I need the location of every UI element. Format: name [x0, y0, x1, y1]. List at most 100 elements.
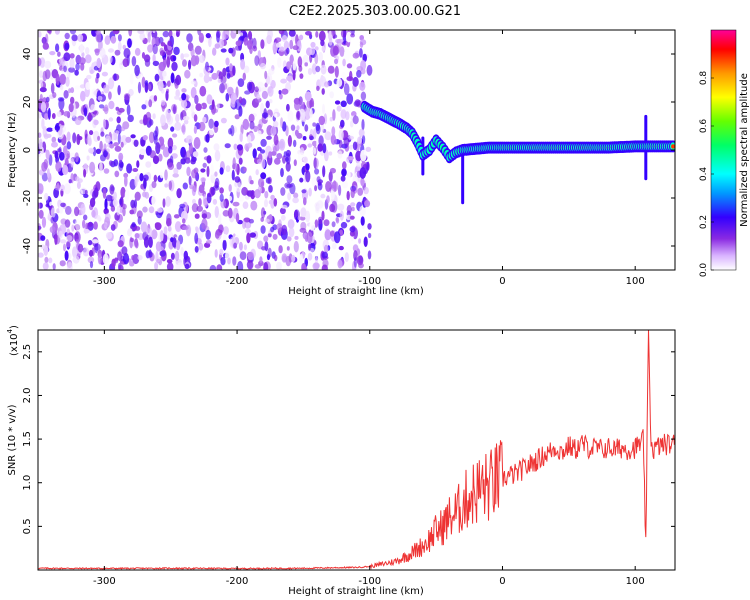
noise-blob	[243, 37, 249, 46]
noise-blob	[218, 224, 224, 233]
noise-blob	[234, 176, 241, 183]
noise-blob	[212, 185, 220, 191]
noise-blob	[77, 243, 84, 253]
noise-blob	[165, 196, 171, 207]
noise-blob	[110, 205, 116, 212]
noise-blob	[120, 141, 124, 148]
noise-blob	[69, 53, 75, 59]
noise-blob	[196, 205, 203, 212]
noise-blob	[193, 137, 201, 149]
noise-blob	[176, 188, 182, 199]
noise-blob	[324, 229, 332, 241]
noise-blob	[82, 219, 86, 229]
noise-blob	[349, 144, 353, 150]
noise-blob	[294, 129, 299, 137]
noise-blob	[282, 121, 287, 132]
noise-blob	[83, 193, 89, 198]
noise-blob	[198, 121, 206, 132]
noise-blob	[46, 127, 53, 132]
noise-blob	[222, 233, 227, 241]
noise-blob	[167, 162, 175, 170]
noise-blob	[254, 97, 262, 103]
noise-blob	[313, 147, 317, 155]
noise-blob	[139, 148, 146, 156]
noise-blob	[152, 60, 160, 67]
noise-blob	[314, 53, 319, 65]
heatmap-y-tick-label: -40	[22, 238, 33, 254]
noise-blob	[222, 210, 230, 217]
snr-multiplier-exponent: 4	[6, 328, 14, 333]
noise-blob	[358, 255, 364, 264]
noise-blob	[228, 47, 234, 54]
noise-blob	[309, 47, 316, 56]
noise-blob	[40, 235, 46, 241]
noise-blob	[342, 161, 347, 170]
noise-blob	[312, 140, 318, 147]
noise-blob	[44, 60, 52, 69]
noise-blob	[278, 90, 282, 95]
noise-blob	[230, 124, 235, 137]
noise-blob	[59, 260, 66, 267]
noise-blob	[180, 53, 184, 61]
noise-blob	[132, 168, 139, 172]
noise-blob	[307, 143, 313, 148]
noise-blob	[360, 149, 367, 162]
noise-blob	[51, 176, 56, 186]
noise-blob	[279, 207, 286, 215]
noise-blob	[114, 145, 122, 152]
noise-blob	[309, 221, 316, 231]
noise-blob	[260, 207, 266, 219]
noise-blob	[40, 101, 47, 113]
noise-blob	[333, 231, 341, 244]
noise-blob	[342, 58, 346, 67]
noise-blob	[49, 201, 53, 207]
noise-blob	[296, 111, 301, 119]
noise-blob	[182, 225, 189, 231]
noise-blob	[293, 159, 297, 167]
noise-blob	[277, 57, 282, 68]
noise-blob	[279, 46, 285, 52]
noise-blob	[172, 144, 177, 151]
noise-blob	[349, 215, 355, 220]
noise-blob	[38, 202, 41, 209]
noise-blob	[219, 248, 224, 256]
noise-blob	[171, 61, 178, 72]
noise-blob	[51, 113, 56, 119]
noise-blob	[163, 44, 168, 52]
noise-blob	[264, 191, 269, 199]
noise-blob	[236, 144, 243, 151]
noise-blob	[341, 72, 347, 80]
noise-blob	[264, 241, 269, 252]
noise-blob	[270, 126, 277, 137]
noise-blob	[108, 117, 114, 122]
noise-blob	[174, 121, 182, 131]
noise-blob	[194, 246, 199, 253]
noise-blob	[261, 112, 269, 119]
noise-blob	[214, 43, 220, 49]
noise-blob	[359, 81, 366, 91]
noise-blob	[343, 83, 350, 96]
noise-blob	[100, 131, 105, 137]
noise-blob	[218, 213, 222, 225]
noise-blob	[137, 255, 143, 261]
noise-blob	[340, 221, 348, 229]
noise-blob	[363, 186, 369, 195]
noise-blob	[38, 138, 43, 151]
noise-blob	[250, 200, 258, 211]
noise-blob	[219, 187, 224, 194]
noise-blob	[99, 47, 106, 59]
noise-blob	[40, 81, 44, 88]
noise-blob	[112, 198, 118, 207]
noise-blob	[103, 104, 109, 115]
noise-blob	[55, 43, 60, 53]
noise-blob	[242, 201, 249, 209]
noise-blob	[257, 130, 262, 137]
noise-blob	[145, 227, 150, 235]
noise-blob	[359, 167, 367, 179]
noise-blob	[110, 186, 115, 192]
noise-blob	[156, 258, 161, 264]
noise-blob	[337, 150, 343, 159]
noise-blob	[318, 51, 324, 62]
noise-blob	[335, 217, 339, 222]
noise-blob	[242, 72, 246, 81]
